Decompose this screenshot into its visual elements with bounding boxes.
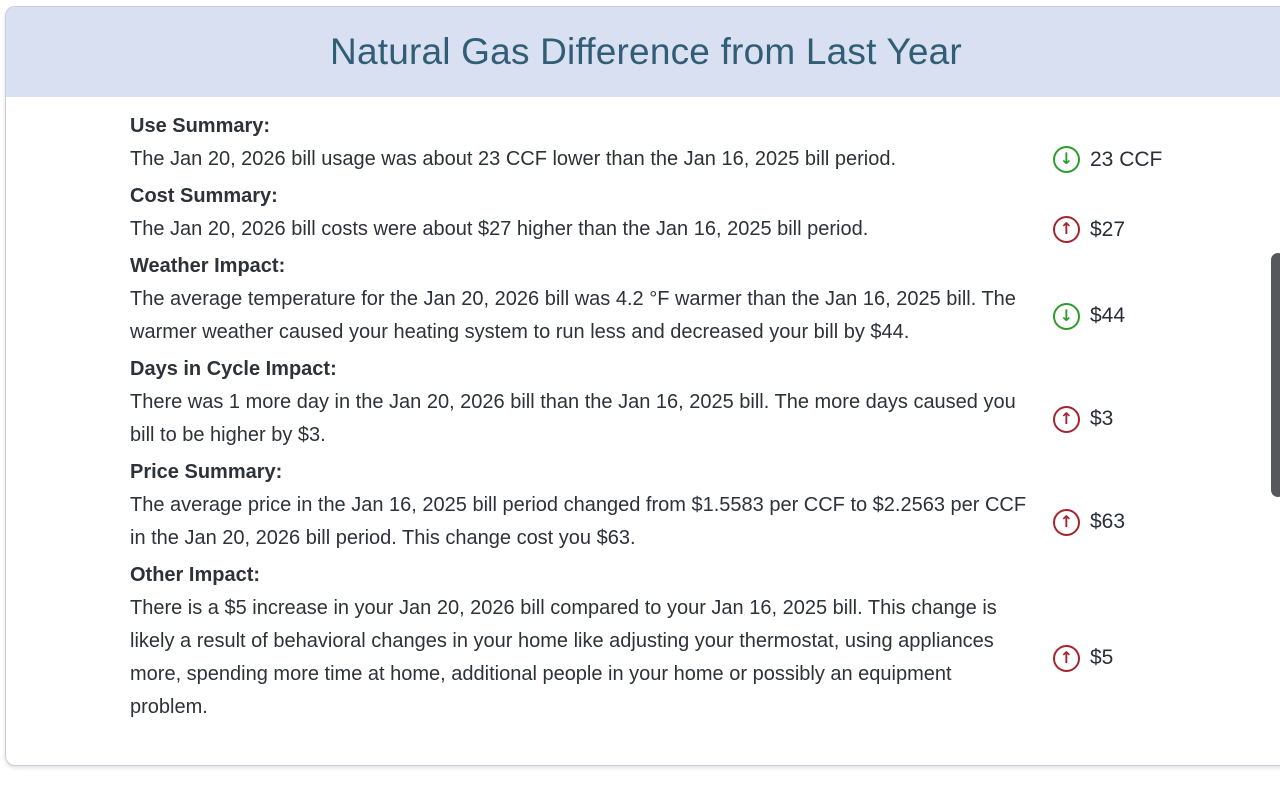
natural-gas-difference-panel: Natural Gas Difference from Last Year Us…	[5, 6, 1280, 766]
section-heading: Use Summary:	[130, 115, 271, 137]
section-price-summary: Price Summary: The average price in the …	[130, 456, 1280, 555]
weather-decrease-badge: ↓ $44	[1053, 302, 1203, 330]
scrollbar-thumb[interactable]	[1271, 253, 1280, 497]
section-heading: Other Impact:	[130, 564, 261, 586]
arrow-down-circle-icon: ↓	[1053, 302, 1080, 330]
section-heading: Price Summary:	[130, 461, 283, 483]
section-other-impact: Other Impact: There is a $5 increase in …	[130, 559, 1280, 724]
section-cost-summary: Cost Summary: The Jan 20, 2026 bill cost…	[130, 180, 1280, 246]
section-text: The average temperature for the Jan 20, …	[130, 288, 1016, 343]
section-heading: Cost Summary:	[130, 185, 278, 207]
cost-increase-badge: ↑ $27	[1053, 216, 1203, 243]
section-weather-impact: Weather Impact: The average temperature …	[130, 250, 1280, 349]
usage-decrease-badge: ↓ 23 CCF	[1053, 146, 1203, 173]
badge-value: $5	[1090, 646, 1114, 669]
badge-value: $63	[1090, 510, 1126, 533]
panel-header: Natural Gas Difference from Last Year	[6, 7, 1280, 97]
page-title: Natural Gas Difference from Last Year	[330, 31, 962, 72]
section-text: The Jan 20, 2026 bill usage was about 23…	[130, 148, 897, 170]
section-text: There was 1 more day in the Jan 20, 2026…	[130, 391, 1016, 446]
section-use-summary: Use Summary: The Jan 20, 2026 bill usage…	[130, 110, 1280, 176]
price-increase-badge: ↑ $63	[1053, 508, 1203, 536]
panel-body: Use Summary: The Jan 20, 2026 bill usage…	[6, 97, 1280, 724]
arrow-up-circle-icon: ↑	[1053, 508, 1080, 536]
arrow-up-circle-icon: ↑	[1053, 644, 1080, 672]
arrow-up-circle-icon: ↑	[1053, 216, 1080, 243]
section-heading: Days in Cycle Impact:	[130, 358, 337, 380]
section-days-in-cycle-impact: Days in Cycle Impact: There was 1 more d…	[130, 353, 1280, 452]
arrow-down-circle-icon: ↓	[1053, 146, 1080, 173]
section-text: The Jan 20, 2026 bill costs were about $…	[130, 218, 869, 240]
section-text: The average price in the Jan 16, 2025 bi…	[130, 494, 1027, 549]
badge-value: $44	[1090, 304, 1126, 327]
section-heading: Weather Impact:	[130, 255, 286, 277]
section-text: There is a $5 increase in your Jan 20, 2…	[130, 597, 997, 718]
days-increase-badge: ↑ $3	[1053, 405, 1203, 433]
arrow-up-circle-icon: ↑	[1053, 405, 1080, 433]
other-increase-badge: ↑ $5	[1053, 644, 1203, 672]
badge-value: $3	[1090, 407, 1114, 430]
badge-value: 23 CCF	[1090, 147, 1163, 171]
badge-value: $27	[1090, 217, 1126, 241]
